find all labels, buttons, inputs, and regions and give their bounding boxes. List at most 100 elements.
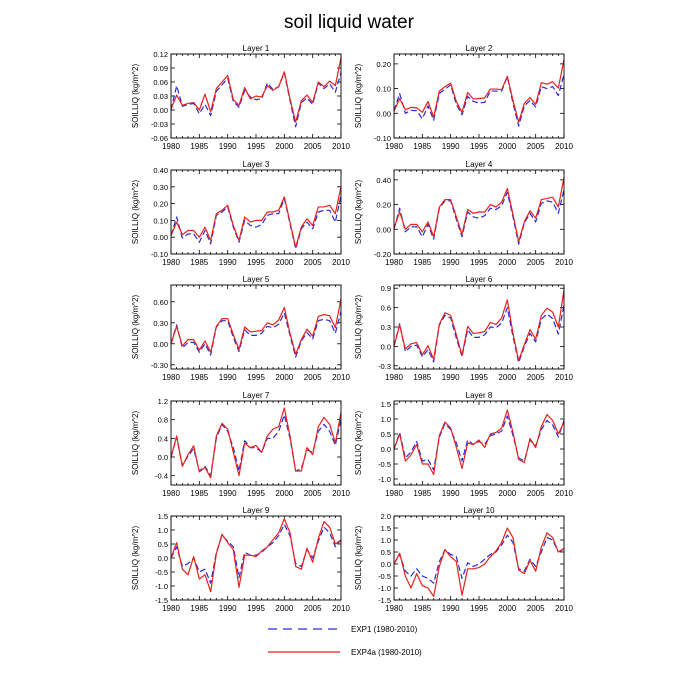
layer-9-xtick-label: 1990 (219, 604, 237, 613)
layer-3-ylabel: SOILLIQ (kg/m^2) (131, 180, 140, 245)
layer-8-xtick-label: 1985 (413, 489, 431, 498)
layer-1-title: Layer 1 (243, 44, 270, 53)
layer-2-frame (393, 53, 565, 139)
layer-1-ytick-label: 0.12 (153, 50, 168, 59)
layer-9-ytick-label: 1.5 (158, 512, 168, 521)
layer-2-ytick-label: 0.20 (376, 60, 391, 69)
layer-9-exp4a-line (170, 518, 342, 593)
layer-9-ytick-label: -1.5 (155, 596, 168, 605)
layer-9-ylabel: SOILLIQ (kg/m^2) (131, 526, 140, 591)
layer-8-ytick-label: 1.5 (381, 400, 391, 409)
layer-9-ytick-label: 0.0 (158, 554, 168, 563)
layer-7-ytick-label: 0.4 (158, 434, 168, 443)
layer-1-xtick-label: 2010 (332, 142, 350, 151)
layer-10-xtick-label: 1990 (442, 604, 460, 613)
layer-3-xtick-label: 2005 (304, 258, 322, 267)
layer-2-panel: Layer 2 SOILLIQ (kg/m^2) -0.10 0.00 0.10 0.20… (354, 44, 573, 151)
layer-5-ytick-label: 0.60 (153, 298, 168, 307)
layer-3-exp1-line (170, 195, 342, 250)
layer-2-xtick-label: 1990 (442, 142, 460, 151)
layer-9-xtick-label: 2010 (332, 604, 350, 613)
layer-9-frame (170, 515, 342, 601)
layer-7-ytick-label: 0.8 (158, 416, 168, 425)
layer-6-ytick-label: 0.3 (381, 323, 391, 332)
layer-7-xtick-label: 2010 (332, 489, 350, 498)
layer-2-title: Layer 2 (466, 44, 493, 53)
layer-10-ylabel: SOILLIQ (kg/m^2) (354, 526, 363, 591)
layer-6-title: Layer 6 (466, 275, 493, 284)
layer-5-xtick-label: 1985 (190, 373, 208, 382)
layer-10-ytick-label: -1.0 (378, 584, 391, 593)
layer-2-ytick-label: 0.10 (376, 85, 391, 94)
layer-8-exp1-line (393, 415, 565, 471)
layer-4-xtick-label: 1990 (442, 258, 460, 267)
layer-6-ylabel: SOILLIQ (kg/m^2) (354, 295, 363, 360)
layer-9-ytick-label: 1.0 (158, 526, 168, 535)
layer-6-ytick-label: -0.3 (378, 362, 391, 371)
layer-6-ytick-label: 0.0 (381, 342, 391, 351)
layer-10-ytick-label: -0.5 (378, 572, 391, 581)
layer-1-ytick-label: -0.03 (151, 120, 168, 129)
layer-2-ytick-label: -0.10 (374, 134, 391, 143)
layer-4-panel: Layer 4 SOILLIQ (kg/m^2) -0.20 0.00 0.20 0.40… (354, 160, 573, 267)
layer-1-xtick-label: 2000 (275, 142, 293, 151)
figure-title: soil liquid water (284, 12, 415, 33)
layer-4-xtick-label: 1980 (385, 258, 403, 267)
layer-5-xtick-label: 1995 (247, 373, 265, 382)
layer-1-xtick-label: 1995 (247, 142, 265, 151)
layer-2-xtick-label: 2000 (498, 142, 516, 151)
layer-10-exp1-line (393, 534, 565, 584)
layer-10-exp4a-line (393, 527, 565, 598)
layer-4-ytick-label: 0.00 (376, 225, 391, 234)
layer-2-ylabel: SOILLIQ (kg/m^2) (354, 64, 363, 129)
layer-9-xtick-label: 1995 (247, 604, 265, 613)
layer-5-frame (170, 284, 342, 370)
layer-8-xtick-label: 1995 (470, 489, 488, 498)
layer-7-xtick-label: 1980 (162, 489, 180, 498)
layer-5-xtick-label: 2005 (304, 373, 322, 382)
layer-8-ytick-label: 0.0 (381, 445, 391, 454)
layer-10-xtick-label: 1985 (413, 604, 431, 613)
panels-grid: Layer 1 SOILLIQ (kg/m^2) -0.06 -0.03 0.00 0.0… (131, 44, 573, 613)
layer-5-xtick-label: 2000 (275, 373, 293, 382)
layer-7-ytick-label: 0.0 (158, 453, 168, 462)
layer-7-exp4a-line (170, 407, 342, 479)
layer-7-ytick-label: -0.4 (155, 472, 168, 481)
layer-8-ytick-label: 0.5 (381, 430, 391, 439)
layer-6-ytick-label: 0.6 (381, 304, 391, 313)
layer-4-xtick-label: 2000 (498, 258, 516, 267)
layer-3-ytick-label: -0.10 (151, 250, 168, 259)
layer-3-exp4a-line (170, 186, 342, 248)
layer-2-xtick-label: 1995 (470, 142, 488, 151)
layer-9-xtick-label: 1985 (190, 604, 208, 613)
layer-2-xtick-label: 2005 (527, 142, 545, 151)
layer-8-ytick-label: -0.5 (378, 460, 391, 469)
layer-8-xtick-label: 2005 (527, 489, 545, 498)
layer-7-ylabel: SOILLIQ (kg/m^2) (131, 411, 140, 476)
layer-1-xtick-label: 1985 (190, 142, 208, 151)
layer-7-xtick-label: 1985 (190, 489, 208, 498)
layer-1-frame (170, 53, 342, 139)
layer-1-exp4a-line (170, 57, 342, 123)
layer-5-ytick-label: -0.30 (151, 361, 168, 370)
layer-6-panel: Layer 6 SOILLIQ (kg/m^2) -0.3 0.0 0.3 0.6 0.9 1… (354, 275, 573, 382)
layer-8-xtick-label: 1990 (442, 489, 460, 498)
layer-4-exp4a-line (393, 177, 565, 243)
layer-4-xtick-label: 1985 (413, 258, 431, 267)
layer-8-frame (393, 400, 565, 486)
layer-6-xtick-label: 2000 (498, 373, 516, 382)
layer-4-xtick-label: 2010 (555, 258, 573, 267)
layer-9-xtick-label: 2005 (304, 604, 322, 613)
layer-9-exp1-line (170, 523, 342, 584)
layer-2-xtick-label: 1980 (385, 142, 403, 151)
layer-10-ytick-label: 0.0 (381, 560, 391, 569)
layer-4-ytick-label: 0.20 (376, 201, 391, 210)
layer-9-xtick-label: 1980 (162, 604, 180, 613)
layer-10-ytick-label: -1.5 (378, 596, 391, 605)
layer-6-xtick-label: 1995 (470, 373, 488, 382)
layer-9-title: Layer 9 (243, 506, 270, 515)
layer-5-xtick-label: 1980 (162, 373, 180, 382)
layer-7-xtick-label: 2000 (275, 489, 293, 498)
layer-7-panel: Layer 7 SOILLIQ (kg/m^2) -0.4 0.0 0.4 0.8 1.2 1… (131, 391, 350, 498)
layer-1-exp1-line (170, 72, 342, 128)
